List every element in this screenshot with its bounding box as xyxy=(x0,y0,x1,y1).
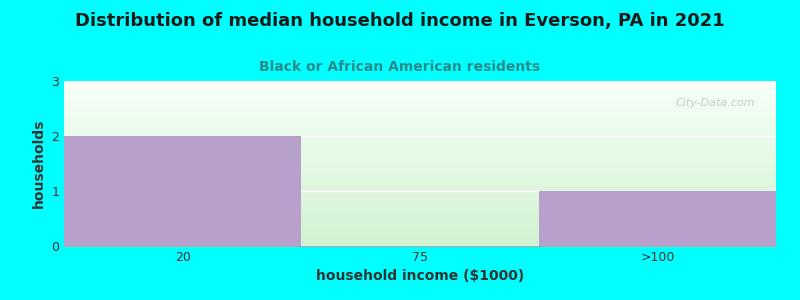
Text: Distribution of median household income in Everson, PA in 2021: Distribution of median household income … xyxy=(75,12,725,30)
Text: Black or African American residents: Black or African American residents xyxy=(259,60,541,74)
Y-axis label: households: households xyxy=(31,119,46,208)
Bar xyxy=(64,136,302,246)
Bar xyxy=(538,191,776,246)
Text: City-Data.com: City-Data.com xyxy=(675,98,754,107)
X-axis label: household income ($1000): household income ($1000) xyxy=(316,269,524,284)
